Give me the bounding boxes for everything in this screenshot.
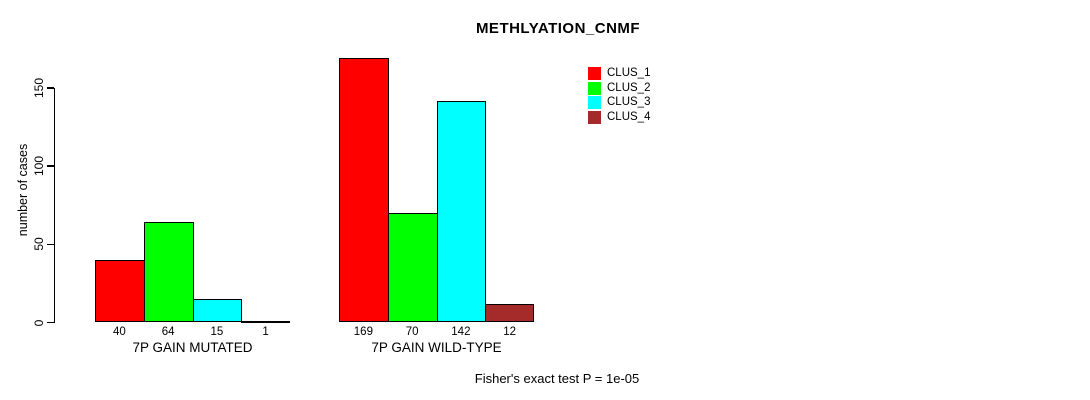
bar-clus_3 (436, 100, 487, 323)
bar-value-label: 1 (262, 325, 269, 338)
legend-label: CLUS_1 (607, 67, 651, 79)
legend-swatch-icon (588, 67, 601, 80)
bar-value-label: 40 (112, 325, 126, 338)
bar-value-label: 142 (451, 325, 471, 338)
bar-clus_4 (241, 320, 290, 323)
bar-value-label: 64 (161, 325, 175, 338)
bar-clus_1 (339, 58, 389, 323)
x-group-label: 7P GAIN WILD-TYPE (371, 340, 502, 355)
legend: CLUS_1 CLUS_2 CLUS_3 CLUS_4 (588, 67, 650, 125)
legend-swatch-icon (588, 96, 601, 109)
y-tick-label: 150 (32, 77, 46, 99)
legend-swatch-icon (588, 81, 601, 95)
bar-value-label: 70 (405, 325, 419, 338)
legend-item-clus_4: CLUS_4 (588, 110, 651, 124)
y-tick-mark (46, 243, 54, 246)
legend-label: CLUS_4 (607, 110, 651, 123)
y-tick-label: 50 (32, 237, 46, 252)
bar-clus_3 (192, 299, 243, 323)
bar-value-label: 169 (353, 325, 373, 338)
bar-clus_4 (485, 303, 534, 323)
legend-item-clus_3: CLUS_3 (588, 96, 650, 109)
y-axis-label: number of cases (16, 143, 30, 237)
bar-value-label: 15 (210, 325, 224, 338)
bar-clus_2 (387, 213, 438, 323)
y-tick-label: 0 (32, 319, 46, 326)
chart-title: METHLYATION_CNMF (475, 20, 641, 37)
y-axis-line (53, 88, 55, 323)
bar-clus_1 (95, 259, 145, 323)
y-tick-mark (46, 321, 54, 324)
legend-label: CLUS_3 (607, 96, 651, 108)
stat-annotation: Fisher's exact test P = 1e-05 (474, 371, 640, 386)
bar-value-label: 12 (503, 325, 517, 338)
bar-clus_2 (143, 222, 194, 323)
legend-label: CLUS_2 (607, 81, 651, 94)
y-tick-mark (46, 165, 54, 167)
legend-item-clus_2: CLUS_2 (588, 81, 651, 95)
legend-swatch-icon (588, 110, 601, 124)
y-tick-mark (46, 87, 54, 89)
y-tick-label: 100 (32, 156, 46, 177)
legend-item-clus_1: CLUS_1 (588, 67, 650, 80)
x-group-label: 7P GAIN MUTATED (132, 340, 253, 355)
